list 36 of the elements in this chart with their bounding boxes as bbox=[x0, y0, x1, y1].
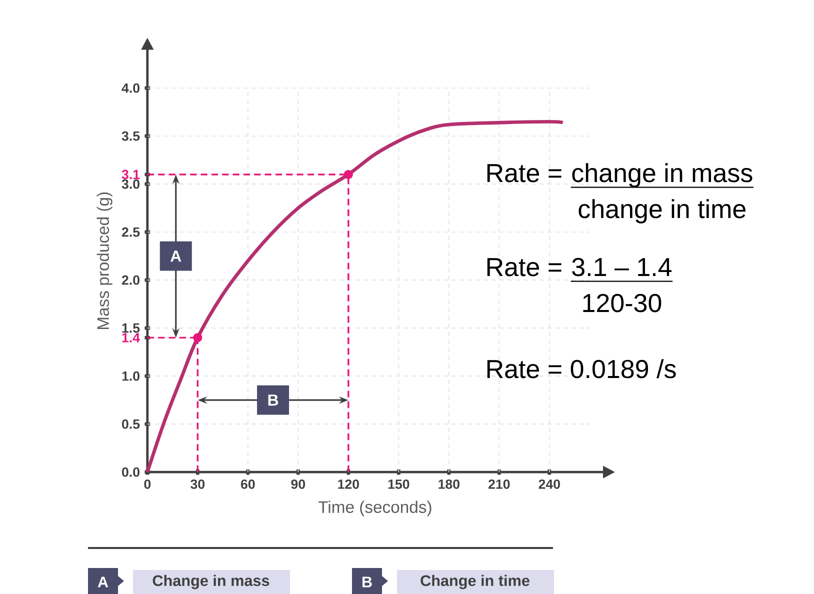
x-tick-label: 120 bbox=[338, 479, 359, 489]
x-tick-label: 240 bbox=[538, 479, 560, 489]
annotation: Rate = bbox=[487, 258, 562, 276]
text: Change in mass bbox=[152, 574, 270, 590]
annotation: Rate = bbox=[487, 164, 562, 182]
annotation: 3.1 – 1.4 bbox=[572, 258, 672, 276]
y-tick-label: 0.0 bbox=[122, 467, 140, 477]
y-tick-label: 4.0 bbox=[122, 83, 140, 93]
annotation: B bbox=[268, 394, 278, 406]
annotation: Rate = 0.0189 /s bbox=[487, 359, 676, 378]
x-tick-label: 30 bbox=[190, 479, 205, 489]
text: A bbox=[98, 576, 108, 588]
x-tick-label: 0 bbox=[144, 479, 151, 489]
annotation: A bbox=[170, 250, 182, 262]
annotation: 120-30 bbox=[583, 294, 662, 312]
y-tick-label: 1.4 bbox=[122, 333, 140, 342]
x-tick-label: 210 bbox=[488, 479, 510, 489]
y-tick-label: 2.5 bbox=[122, 227, 140, 237]
x-tick-label: 60 bbox=[240, 479, 255, 489]
x-tick-label: 180 bbox=[438, 479, 460, 489]
x-tick-label: 150 bbox=[388, 479, 410, 489]
annotation: change in time bbox=[578, 199, 746, 224]
y-tick-label: 1.5 bbox=[122, 323, 140, 333]
text: Change in time bbox=[420, 574, 530, 590]
y-tick-label: 3.1 bbox=[122, 170, 140, 180]
x-tick-label: 90 bbox=[291, 479, 306, 489]
y-tick-label: 1.0 bbox=[122, 371, 140, 381]
text: B bbox=[362, 576, 372, 588]
y-tick-label: 3.5 bbox=[122, 131, 140, 141]
y-axis-title: Mass produced (g) bbox=[96, 192, 112, 329]
x-axis-title: Time (seconds) bbox=[318, 500, 432, 516]
line-series bbox=[146, 120, 565, 474]
annotation: change in mass bbox=[572, 163, 752, 188]
y-tick-label: 3.0 bbox=[122, 179, 140, 189]
y-tick-label: 0.5 bbox=[122, 419, 140, 429]
y-tick-label: 2.0 bbox=[122, 275, 140, 285]
